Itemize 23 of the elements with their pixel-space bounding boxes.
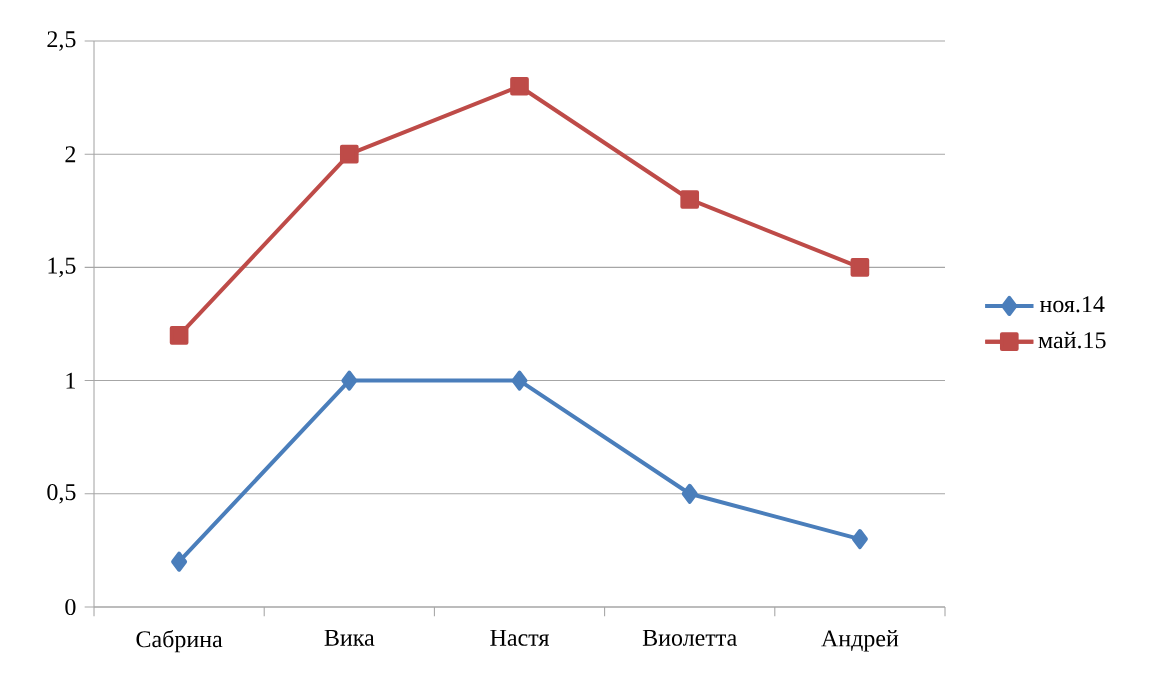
- x-tick-label: Андрей: [821, 629, 899, 652]
- y-tick-label: 2,5: [47, 31, 76, 51]
- legend-label: май.15: [1038, 331, 1106, 349]
- point: [850, 258, 870, 277]
- x-tick-label: Виолетта: [642, 629, 737, 646]
- point: [341, 370, 358, 391]
- y-tick-label: 1,5: [48, 257, 76, 278]
- point: [339, 144, 359, 164]
- y-tick-label: 1: [66, 372, 75, 389]
- x-tick-label: Настя: [490, 629, 549, 646]
- point: [171, 551, 188, 572]
- y-tick-label: 2: [65, 146, 76, 163]
- point: [511, 370, 528, 391]
- y-tick-label: 0,5: [47, 483, 76, 504]
- x-tick-label: Вика: [324, 629, 375, 646]
- point: [510, 76, 529, 96]
- point: [681, 483, 698, 504]
- legend-label: ноя.14: [1039, 296, 1105, 313]
- point: [169, 325, 189, 345]
- y-tick-label: 0: [65, 598, 76, 616]
- x-tick-label: Сабрина: [136, 629, 223, 653]
- point: [851, 529, 868, 550]
- point: [680, 190, 700, 209]
